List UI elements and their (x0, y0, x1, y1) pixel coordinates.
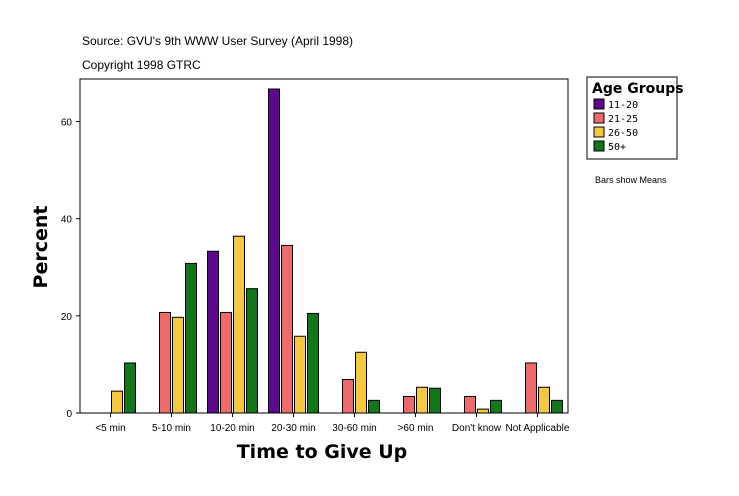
bar-26-50 (355, 351, 367, 414)
legend-items: 11-20 21-25 26-50 50+ (593, 98, 638, 153)
bar-50+ (246, 288, 258, 414)
legend-swatch-50+ (593, 140, 605, 152)
bar-26-50 (172, 316, 184, 414)
x-tick-label: 20-30 min (271, 423, 315, 434)
bar-21-25 (403, 395, 415, 414)
legend: Age Groups 11-20 21-25 26-50 50+ (586, 76, 684, 160)
x-tick-label: >60 min (398, 423, 434, 434)
y-tick-label: 0 (66, 409, 72, 420)
legend-title: Age Groups (592, 81, 684, 97)
bar-50+ (551, 399, 563, 414)
x-tick-label: 10-20 min (210, 423, 254, 434)
plot-frame (79, 78, 569, 414)
bar-11-20 (268, 88, 280, 414)
legend-label: 11-20 (608, 100, 638, 111)
legend-swatch-11-20 (593, 98, 605, 110)
y-tick-label: 20 (61, 312, 73, 323)
bar-26-50 (416, 386, 428, 414)
x-tick-label: 5-10 min (152, 423, 191, 434)
bar-26-50 (111, 390, 123, 414)
x-tick-label: Don't know (452, 423, 502, 434)
y-tick-label: 40 (61, 215, 73, 226)
bar-50+ (307, 312, 319, 414)
source-line: Source: GVU's 9th WWW User Survey (April… (82, 34, 353, 48)
copyright-line: Copyright 1998 GTRC (82, 58, 201, 72)
x-axis-title: Time to Give Up (237, 441, 408, 463)
bars-note: Bars show Means (595, 175, 667, 185)
bar-26-50 (294, 335, 306, 414)
bar-21-25 (159, 311, 171, 414)
y-axis-ticks: 0 20 40 60 (61, 118, 80, 420)
bar-50+ (185, 262, 197, 414)
bar-26-50 (233, 235, 245, 414)
legend-swatch-26-50 (593, 126, 605, 138)
bar-26-50 (477, 408, 489, 414)
legend-swatch-21-25 (593, 112, 605, 124)
bars (111, 88, 563, 414)
y-axis-title: Percent (30, 206, 52, 289)
x-tick-label: 30-60 min (332, 423, 376, 434)
bar-50+ (490, 399, 502, 414)
bar-21-25 (464, 395, 476, 414)
x-axis-ticks: <5 min 5-10 min 10-20 min 20-30 min 30-60 mi… (95, 413, 570, 434)
bar-26-50 (538, 386, 550, 414)
y-tick-label: 60 (61, 118, 73, 129)
x-tick-label: Not Applicable (506, 423, 570, 434)
bar-21-25 (525, 362, 537, 414)
legend-label: 26-50 (608, 128, 638, 139)
bar-50+ (124, 362, 136, 414)
x-tick-label: <5 min (95, 423, 125, 434)
bar-21-25 (220, 311, 232, 414)
legend-label: 21-25 (608, 114, 638, 125)
bar-50+ (429, 387, 441, 414)
bar-21-25 (281, 244, 293, 414)
bar-21-25 (342, 378, 354, 414)
bar-50+ (368, 399, 380, 414)
legend-label: 50+ (608, 142, 626, 153)
bar-11-20 (207, 250, 219, 414)
